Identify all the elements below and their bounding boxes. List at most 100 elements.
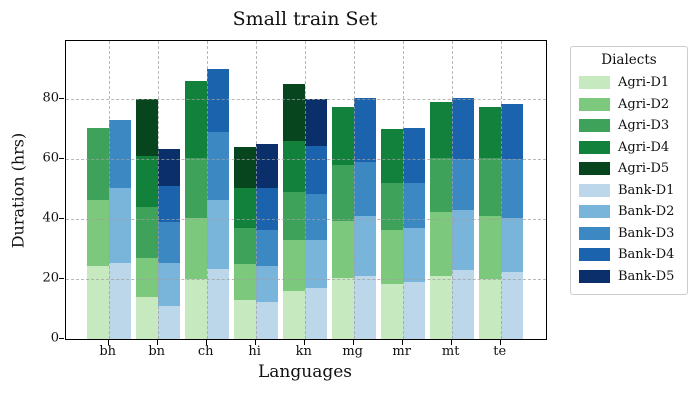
bar-segment-agri-d1 [135, 297, 158, 339]
bar-segment-agri-d4 [429, 102, 452, 158]
bar-segment-bank-d1 [353, 276, 376, 339]
bar-segment-agri-d1 [184, 279, 207, 339]
legend-entry-label: Bank-D4 [618, 247, 675, 263]
legend-entry-bank-d3: Bank-D3 [579, 223, 679, 245]
bar-segment-bank-d2 [500, 217, 523, 272]
bar-segment-agri-d2 [478, 216, 501, 279]
legend-entry-label: Bank-D5 [618, 268, 675, 284]
bar-segment-bank-d4 [500, 103, 523, 159]
legend-swatch [579, 162, 610, 176]
bar-segment-agri-d2 [429, 211, 452, 276]
x-gridline [500, 41, 502, 339]
stacked-bar-agri-ch [184, 81, 207, 339]
bar-segment-agri-d1 [331, 277, 354, 339]
legend-entry-agri-d2: Agri-D2 [579, 94, 679, 116]
bar-segment-bank-d3 [500, 159, 523, 218]
bar-segment-bank-d3 [108, 120, 131, 188]
x-tick-mark [156, 340, 158, 345]
stacked-bar-bank-mr [402, 127, 425, 339]
bar-segment-bank-d3 [206, 132, 229, 200]
bar-segment-bank-d1 [451, 270, 474, 339]
stacked-bar-bank-kn [304, 99, 327, 339]
bar-segment-bank-d5 [255, 144, 278, 188]
bar-segment-bank-d4 [402, 127, 425, 183]
y-gridline [66, 279, 546, 280]
bar-segment-bank-d2 [304, 240, 327, 288]
bar-segment-bank-d1 [402, 282, 425, 339]
legend-entry-label: Agri-D3 [618, 118, 670, 134]
bar-segment-agri-d2 [184, 217, 207, 279]
y-tick-mark [59, 278, 64, 279]
bar-segment-bank-d1 [206, 268, 229, 339]
legend-entry-agri-d5: Agri-D5 [579, 158, 679, 180]
bar-segment-agri-d1 [478, 279, 501, 339]
stacked-bar-agri-mt [429, 102, 452, 339]
stacked-bar-bank-ch [206, 69, 229, 339]
stacked-bar-agri-kn [282, 84, 305, 339]
x-tick-label: mt [441, 344, 460, 359]
stacked-bar-agri-bn [135, 99, 158, 339]
chart-title: Small train Set [232, 8, 378, 30]
x-tick-label: mg [342, 344, 364, 359]
y-tick-label: 60 [42, 150, 59, 166]
x-gridline [157, 41, 159, 339]
stacked-bar-bank-mt [451, 97, 474, 339]
bar-segment-bank-d1 [500, 271, 523, 339]
x-tick-mark [450, 340, 452, 345]
x-gridline [451, 41, 453, 339]
x-tick-mark [205, 340, 207, 345]
bar-segment-agri-d3 [282, 192, 305, 240]
bar-segment-agri-d1 [282, 291, 305, 339]
y-axis-label: Duration (hrs) [8, 132, 28, 249]
bar-segment-agri-d2 [233, 264, 256, 300]
legend-entry-label: Agri-D5 [618, 161, 670, 177]
x-tick-label: ch [197, 344, 214, 359]
bar-segment-bank-d4 [451, 97, 474, 159]
x-tick-label: kn [295, 344, 312, 359]
x-tick-mark [401, 340, 403, 345]
legend-swatch [579, 226, 610, 240]
bar-segment-agri-d3 [233, 228, 256, 264]
bar-segment-agri-d3 [331, 165, 354, 221]
legend-swatch [579, 140, 610, 154]
x-gridline [108, 41, 110, 339]
legend-swatch [579, 76, 610, 90]
stacked-bar-bank-mg [353, 97, 376, 339]
x-tick-mark [254, 340, 256, 345]
bar-segment-bank-d2 [451, 210, 474, 270]
legend-entry-bank-d2: Bank-D2 [579, 201, 679, 223]
bar-segment-agri-d5 [233, 147, 256, 188]
legend-swatch [579, 205, 610, 219]
plot-area [65, 40, 547, 340]
x-tick-mark [107, 340, 109, 345]
legend-entry-agri-d1: Agri-D1 [579, 72, 679, 94]
bar-segment-bank-d3 [353, 162, 376, 216]
y-tick-mark [59, 218, 64, 219]
bar-segment-bank-d3 [402, 183, 425, 228]
stacked-bar-agri-bh [86, 127, 109, 339]
y-tick-label: 80 [42, 90, 59, 106]
bar-segment-agri-d3 [429, 157, 452, 212]
x-gridline [402, 41, 404, 339]
stacked-bar-agri-mr [380, 129, 403, 339]
bar-segment-bank-d1 [108, 262, 131, 339]
bar-segment-agri-d2 [135, 258, 158, 297]
bar-segment-bank-d2 [206, 199, 229, 269]
x-gridline [206, 41, 208, 339]
stacked-bar-bank-bh [108, 120, 131, 339]
bar-segment-agri-d3 [184, 157, 207, 218]
legend-swatch [579, 183, 610, 197]
bar-segment-bank-d4 [206, 69, 229, 132]
bar-segment-agri-d1 [429, 276, 452, 339]
stacked-bar-bank-hi [255, 144, 278, 339]
x-tick-label: hi [248, 344, 261, 359]
x-tick-mark [303, 340, 305, 345]
bar-segment-bank-d2 [353, 216, 376, 276]
x-tick-mark [499, 340, 501, 345]
bar-segment-agri-d3 [86, 127, 109, 200]
bar-segment-agri-d2 [282, 240, 305, 291]
bar-segment-agri-d4 [331, 106, 354, 165]
bar-segment-bank-d2 [157, 262, 180, 306]
bar-segment-agri-d4 [135, 156, 158, 207]
